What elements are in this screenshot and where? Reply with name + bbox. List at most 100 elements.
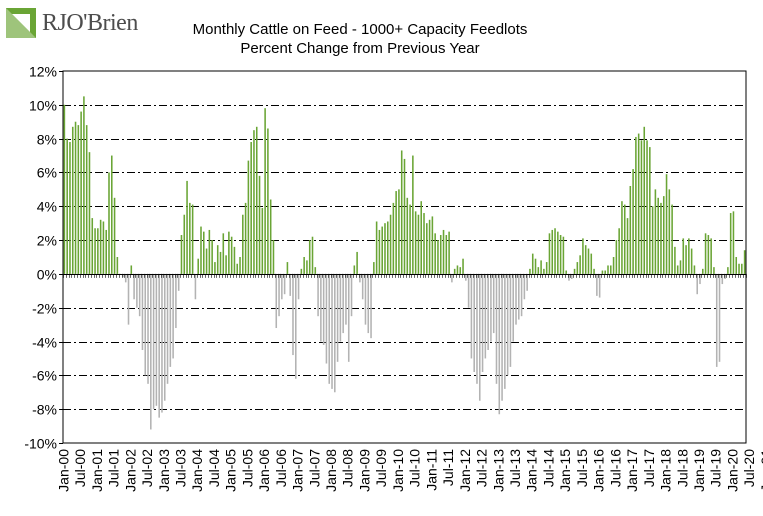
- bar: [91, 218, 94, 274]
- rjobrien-logo: RJO'Brien: [6, 8, 156, 38]
- bar: [216, 245, 219, 274]
- bar: [662, 196, 665, 274]
- bar: [255, 126, 258, 274]
- bar: [286, 262, 289, 274]
- bar: [690, 248, 693, 274]
- bar: [275, 273, 278, 329]
- bar: [214, 262, 216, 274]
- bar: [420, 201, 423, 274]
- bar: [158, 273, 160, 418]
- bar: [442, 229, 445, 274]
- bar: [314, 267, 317, 274]
- bar: [612, 257, 615, 274]
- bar: [94, 228, 96, 274]
- bar: [512, 273, 515, 342]
- bar: [289, 273, 291, 296]
- bar: [635, 136, 637, 274]
- bar: [242, 214, 244, 274]
- bar: [386, 221, 389, 274]
- bar: [640, 140, 643, 274]
- bar: [534, 258, 537, 274]
- bar: [250, 142, 252, 274]
- bar: [124, 273, 127, 283]
- bar: [247, 160, 250, 274]
- bar: [130, 265, 133, 274]
- bar: [395, 191, 397, 274]
- bar: [732, 211, 735, 274]
- bar: [244, 202, 247, 274]
- bar: [183, 214, 186, 274]
- bar: [233, 246, 236, 274]
- x-tick-label: Jul-20: [741, 449, 757, 487]
- x-tick-label: Jan-00: [55, 449, 71, 492]
- bar: [426, 223, 428, 274]
- bar: [462, 258, 464, 274]
- bar: [116, 257, 119, 274]
- bar: [490, 273, 492, 342]
- bar: [169, 273, 172, 367]
- bar: [710, 238, 712, 274]
- x-tick-label: Jan-14: [524, 449, 540, 492]
- bar: [654, 189, 657, 274]
- bar: [601, 270, 604, 274]
- bar: [615, 240, 618, 274]
- bar: [523, 273, 526, 300]
- bar: [596, 273, 598, 296]
- bar: [518, 273, 520, 320]
- bar: [136, 273, 138, 308]
- bar: [334, 273, 336, 393]
- x-tick-label: Jul-15: [574, 449, 590, 487]
- bar: [356, 251, 358, 274]
- bar: [551, 229, 554, 274]
- bar: [141, 273, 144, 350]
- bar: [83, 96, 85, 274]
- bar: [389, 214, 392, 274]
- x-tick-label: Jan-03: [156, 449, 172, 492]
- bar: [688, 238, 690, 274]
- bar: [610, 265, 612, 274]
- bar: [465, 273, 467, 281]
- bar: [476, 273, 478, 384]
- bar: [347, 273, 350, 362]
- bar: [693, 265, 696, 274]
- x-tick-label: Jul-07: [306, 449, 322, 487]
- bar: [336, 273, 339, 362]
- bar: [582, 238, 584, 274]
- bar: [108, 172, 110, 274]
- y-tick-label: -4%: [32, 335, 57, 351]
- bar: [495, 273, 498, 384]
- bar: [570, 273, 573, 279]
- bar: [721, 273, 724, 285]
- bar: [105, 229, 107, 274]
- bar: [311, 236, 314, 274]
- bar: [258, 175, 261, 274]
- bar: [177, 273, 180, 291]
- bar: [579, 255, 581, 274]
- bar: [373, 262, 375, 274]
- bar: [342, 273, 344, 334]
- bar: [325, 273, 328, 364]
- bar: [398, 189, 400, 274]
- bar: [200, 226, 202, 274]
- bar: [378, 229, 381, 274]
- x-tick-label: Jul-16: [607, 449, 623, 487]
- bar: [364, 273, 367, 325]
- bar: [80, 111, 82, 274]
- bar: [649, 147, 651, 274]
- bar: [272, 240, 275, 274]
- bar: [487, 273, 489, 350]
- bar: [367, 273, 370, 334]
- bar: [735, 257, 738, 274]
- bar: [679, 260, 682, 274]
- x-tick-label: Jul-05: [239, 449, 255, 487]
- bar: [568, 273, 570, 281]
- bar: [543, 268, 545, 274]
- bar: [292, 273, 294, 356]
- bar: [208, 229, 211, 274]
- bar: [225, 255, 227, 274]
- x-tick-label: Jan-19: [691, 449, 707, 492]
- y-tick-label: 10%: [29, 98, 57, 114]
- bar: [576, 262, 579, 274]
- bar: [685, 245, 687, 274]
- bar: [152, 273, 155, 410]
